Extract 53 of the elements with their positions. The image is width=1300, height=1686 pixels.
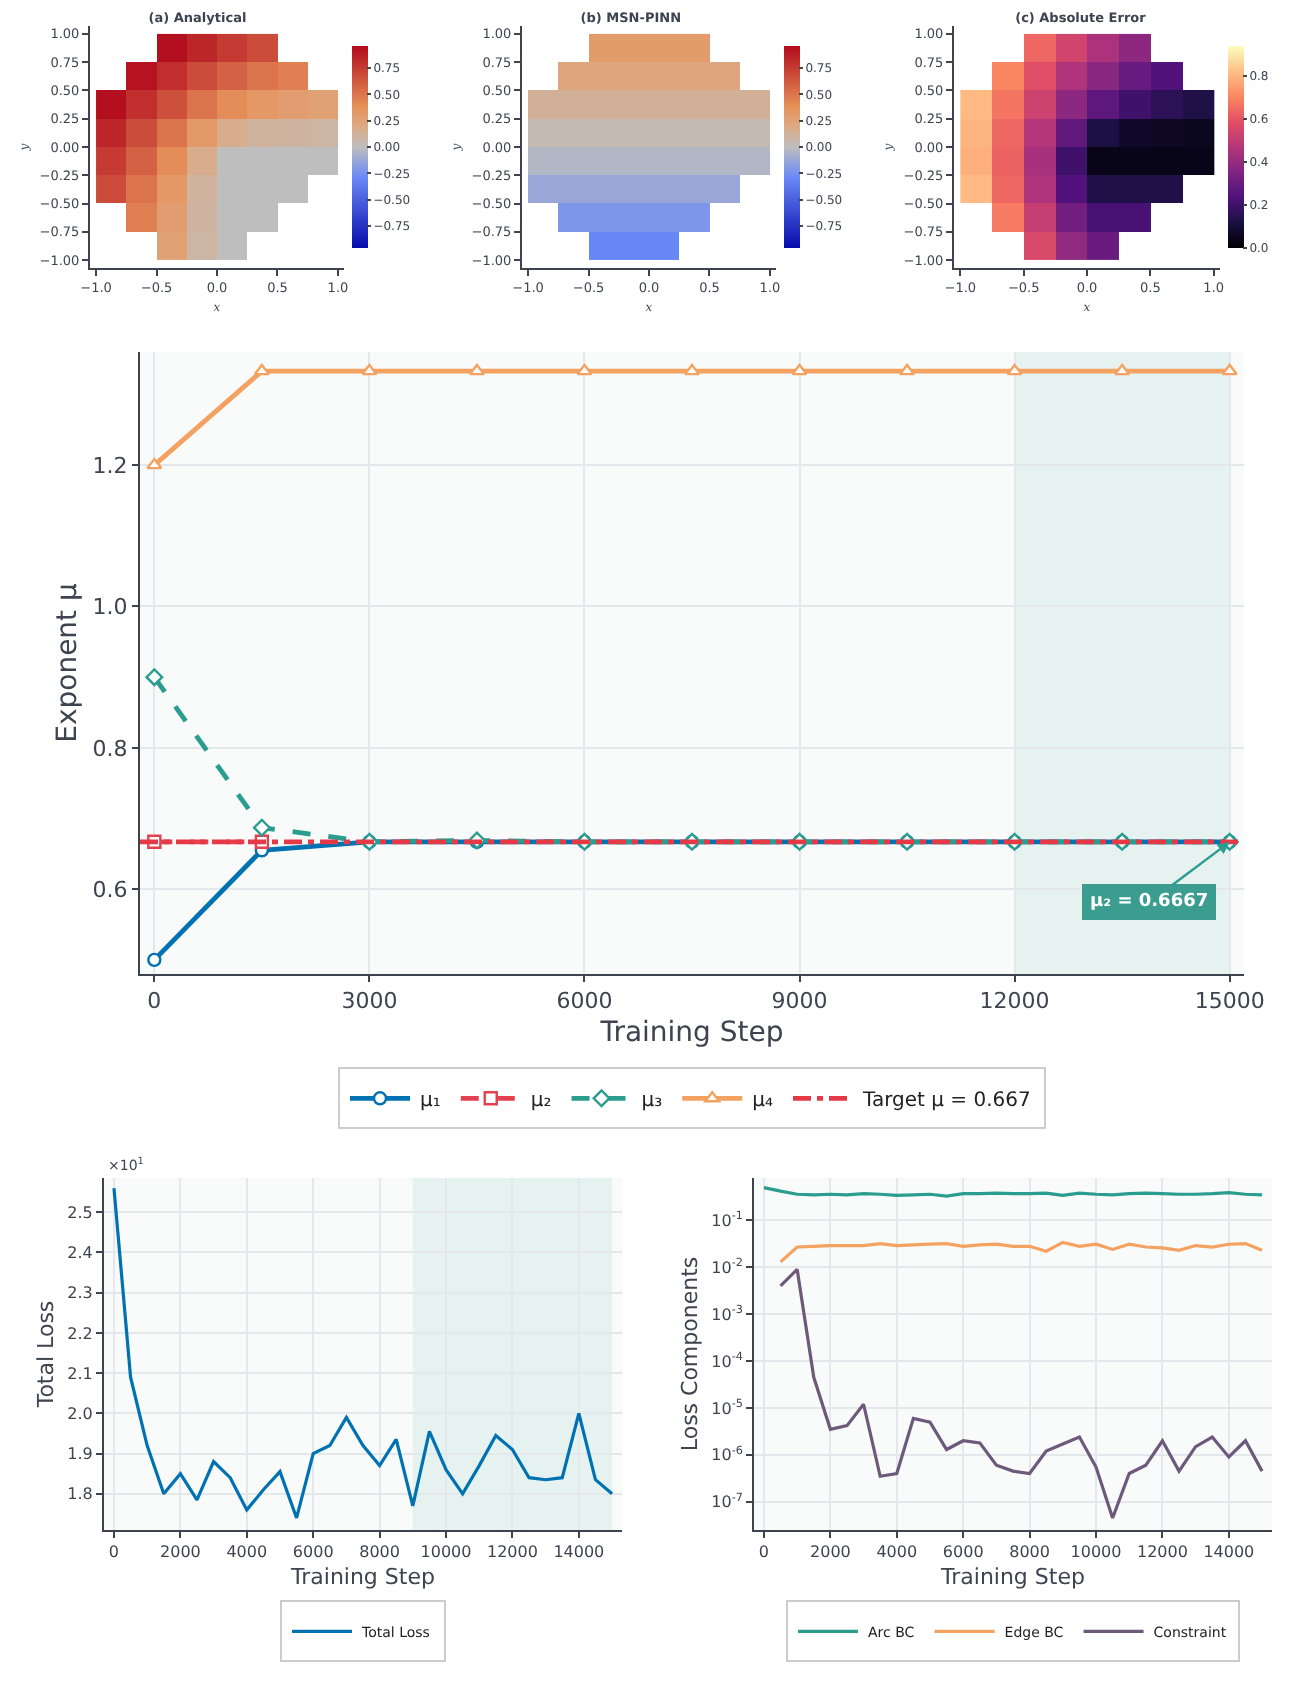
y-tick-label: 0.6 <box>92 876 128 903</box>
x-tick-label: 2000 <box>810 1543 851 1562</box>
x-tick-label: 0 <box>758 1543 770 1562</box>
y-tick-label: 10$^{-4}$ <box>711 1349 744 1371</box>
x-tick-label: 14000 <box>553 1543 605 1562</box>
y-tick-label: 10$^{-7}$ <box>711 1490 744 1512</box>
y-tick-label: 10$^{-5}$ <box>711 1396 744 1418</box>
x-tick-label: 6000 <box>292 1543 334 1562</box>
y-tick-label: 1.8 <box>67 1485 93 1504</box>
x-tick-label: 6000 <box>942 1543 984 1562</box>
legend-label: μ₂ <box>530 1090 552 1113</box>
x-tick-label: 4000 <box>226 1543 268 1562</box>
x-tick-label: 0 <box>147 988 162 1015</box>
x-tick-label: 8000 <box>359 1543 400 1562</box>
y-tick-label: 0.8 <box>92 735 128 762</box>
y-tick-label: 10$^{-2}$ <box>711 1256 743 1277</box>
y-tick-label: 2.3 <box>67 1284 93 1303</box>
x-tick-label: 10000 <box>420 1543 472 1562</box>
y-tick-label: 10$^{-3}$ <box>711 1303 744 1324</box>
y-axis-title: Total Loss <box>32 1300 59 1410</box>
x-tick-label: 3000 <box>341 988 398 1015</box>
y-tick-label: 10$^{-6}$ <box>711 1443 744 1465</box>
annotation: μ₂ = 0.6667 <box>1090 892 1209 912</box>
x-tick-label: 6000 <box>556 988 613 1015</box>
y-tick-label: 1.2 <box>92 452 128 479</box>
legend-label: Target μ = 0.667 <box>861 1090 1031 1113</box>
x-tick-label: 10000 <box>1070 1543 1122 1562</box>
x-tick-label: 4000 <box>876 1543 918 1562</box>
x-tick-label: 15000 <box>1194 988 1265 1015</box>
legend-label: μ₁ <box>420 1090 441 1113</box>
x-tick-label: 12000 <box>979 988 1050 1015</box>
y-axis-title: Exponent μ <box>51 583 84 743</box>
x-tick-label: 14000 <box>1203 1543 1255 1562</box>
x-axis-title: Training Step <box>939 1563 1085 1590</box>
y-tick-label: 2.1 <box>67 1364 93 1383</box>
y-axis-title: Loss Components <box>676 1256 703 1452</box>
legend-label: μ₃ <box>641 1090 663 1113</box>
x-tick-label: 9000 <box>771 988 828 1015</box>
y-tick-label: 2.2 <box>67 1324 93 1343</box>
x-axis-title: Training Step <box>598 1017 784 1049</box>
y-tick-label: 1.0 <box>92 594 128 621</box>
x-axis-title: Training Step <box>289 1563 435 1590</box>
legend-label: μ₄ <box>752 1090 773 1113</box>
y-tick-label: 2.4 <box>67 1244 93 1263</box>
y-tick-label: 2.5 <box>67 1203 93 1222</box>
y-tick-label: 1.9 <box>67 1445 93 1464</box>
x-tick-label: 12000 <box>486 1543 538 1562</box>
x-tick-label: 0 <box>108 1543 120 1562</box>
x-tick-label: 12000 <box>1136 1543 1188 1562</box>
y-tick-label: 10$^{-1}$ <box>711 1209 744 1230</box>
x-tick-label: 8000 <box>1009 1543 1050 1562</box>
y-tick-label: 2.0 <box>67 1404 93 1423</box>
x-tick-label: 2000 <box>160 1543 201 1562</box>
